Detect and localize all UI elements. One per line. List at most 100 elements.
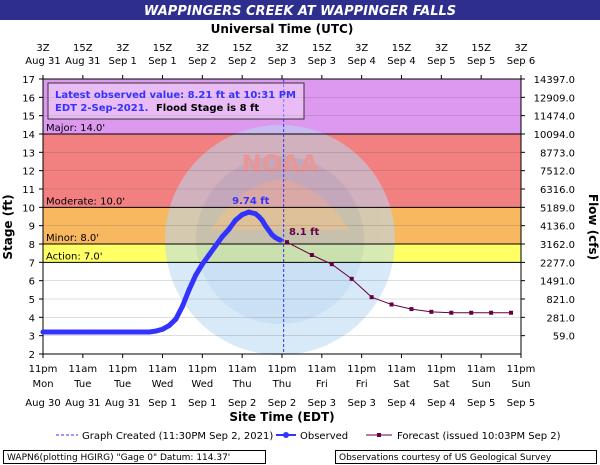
observed-point: [246, 209, 252, 215]
utc-tick-hour: 3Z: [355, 43, 368, 54]
local-tick-hour: 11am: [228, 364, 257, 375]
utc-tick-date: Sep 5: [427, 56, 455, 67]
observed-point: [213, 243, 219, 249]
legend-graph-created: Graph Created (11:30PM Sep 2, 2021): [82, 431, 273, 442]
legend-observed-marker: [283, 432, 289, 438]
forecast-point: [509, 310, 514, 315]
local-tick-weekday: Tue: [113, 379, 131, 390]
forecast-point: [429, 309, 434, 314]
local-tick-hour: 11am: [387, 364, 416, 375]
stage-tick-label: 10: [22, 203, 35, 214]
utc-tick-date: Sep 1: [108, 56, 136, 67]
observed-point: [146, 329, 152, 335]
stage-tick-label: 5: [29, 295, 35, 306]
zone-label: Major: 14.0': [46, 123, 105, 134]
annotations: 9.74 ft 8.1 ft: [232, 196, 319, 238]
utc-tick-date: Sep 4: [347, 56, 375, 67]
utc-tick-hour: 3Z: [116, 43, 129, 54]
stage-tick-label: 6: [29, 277, 35, 288]
forecast-series: [284, 240, 514, 315]
local-tick-weekday: Tue: [73, 379, 91, 390]
local-tick-weekday: Sun: [511, 379, 530, 390]
utc-tick-hour: 15Z: [153, 43, 173, 54]
watermark-bird: [210, 180, 350, 230]
legend: Graph Created (11:30PM Sep 2, 2021) Obse…: [56, 431, 561, 442]
local-tick-hour: 11pm: [507, 364, 536, 375]
local-tick-hour: 11pm: [347, 364, 376, 375]
utc-tick-date: Aug 31: [25, 56, 60, 67]
flow-tick-label: 11474.0: [534, 112, 575, 123]
forecast-point: [284, 240, 289, 245]
local-tick-weekday: Sat: [433, 379, 449, 390]
flow-tick-label: 6316.0: [540, 185, 575, 196]
info-line-2: EDT 2-Sep-2021. Flood Stage is 8 ft: [55, 103, 259, 114]
zone-label: Minor: 8.0': [46, 233, 99, 244]
footer-datum: WAPN6(plotting HGIRG) "Gage 0" Datum: 11…: [3, 450, 266, 464]
forecast-line: [286, 241, 512, 314]
local-tick-weekday: Thu: [232, 379, 252, 390]
local-tick-hour: 11am: [308, 364, 337, 375]
stage-tick-label: 9: [29, 222, 35, 233]
local-tick-weekday: Wed: [191, 379, 213, 390]
stage-tick-label: 13: [22, 148, 35, 159]
local-tick-weekday: Fri: [316, 379, 328, 390]
local-tick-hour: 11pm: [188, 364, 217, 375]
observed-point: [259, 217, 265, 223]
forecast-point: [309, 253, 314, 257]
utc-tick-date: Aug 31: [65, 56, 100, 67]
observed-point: [160, 326, 165, 332]
local-tick-weekday: Mon: [32, 379, 53, 390]
local-tick-date: Sep 5: [467, 398, 495, 409]
flow-tick-label: 7512.0: [540, 167, 575, 178]
observed-point: [256, 214, 262, 219]
watermark-noaa: NOAA: [242, 150, 319, 178]
legend-forecast-marker: [377, 433, 381, 437]
footer-credit: Observations courtesy of US Geological S…: [335, 450, 597, 464]
flow-tick-label: 59.0: [553, 332, 575, 343]
observed-point: [193, 272, 199, 278]
forecast-point: [369, 295, 374, 300]
stage-tick-label: 17: [22, 75, 35, 86]
observed-point: [199, 261, 205, 267]
stage-tick-label: 3: [29, 332, 35, 343]
local-tick-weekday: Wed: [152, 379, 174, 390]
legend-observed: Observed: [300, 431, 348, 442]
utc-tick-hour: 3Z: [275, 43, 288, 54]
local-tick-date: Sep 4: [387, 398, 415, 409]
utc-tick-date: Sep 6: [507, 56, 535, 67]
observed-point: [173, 316, 179, 322]
local-tick-date: Sep 4: [427, 398, 455, 409]
local-tick-weekday: Sun: [472, 379, 491, 390]
utc-tick-hour: 15Z: [471, 43, 491, 54]
local-tick-date: Sep 1: [148, 398, 176, 409]
stage-tick-label: 15: [22, 112, 35, 123]
observed-point: [179, 303, 185, 309]
observed-point: [80, 329, 86, 335]
observed-point: [226, 226, 232, 232]
utc-tick-hour: 15Z: [312, 43, 332, 54]
zone-label: Moderate: 10.0': [46, 196, 125, 207]
flow-tick-label: 821.0: [546, 295, 575, 306]
axes: 2 3 4 5 6 7 8 9 10 11 12 13 14 15 16 17 59.0 281.0 821.0 14…: [22, 43, 575, 409]
stage-tick-label: 4: [29, 313, 35, 324]
stage-tick-label: 8: [29, 240, 35, 251]
forecast-point: [409, 307, 414, 312]
utc-tick-date: Sep 2: [188, 56, 216, 67]
title-bar: [0, 0, 600, 20]
observed-point: [252, 211, 258, 217]
info-box-frame: [47, 82, 305, 120]
bottom-axis-title: Site Time (EDT): [229, 410, 334, 424]
legend-forecast: Forecast (issued 10:03PM Sep 2): [397, 431, 561, 442]
local-tick-hour: 11am: [467, 364, 496, 375]
local-tick-weekday: Fri: [356, 379, 368, 390]
flow-tick-label: 8773.0: [540, 148, 575, 159]
utc-tick-hour: 15Z: [73, 43, 93, 54]
forecast-point: [489, 310, 494, 315]
utc-tick-hour: 3Z: [36, 43, 49, 54]
observed-point: [100, 329, 106, 335]
observed-series: [40, 209, 283, 335]
utc-tick-date: Sep 2: [228, 56, 256, 67]
forecast-point: [329, 262, 334, 267]
stage-tick-label: 16: [22, 93, 35, 104]
local-tick-date: Sep 1: [188, 398, 216, 409]
